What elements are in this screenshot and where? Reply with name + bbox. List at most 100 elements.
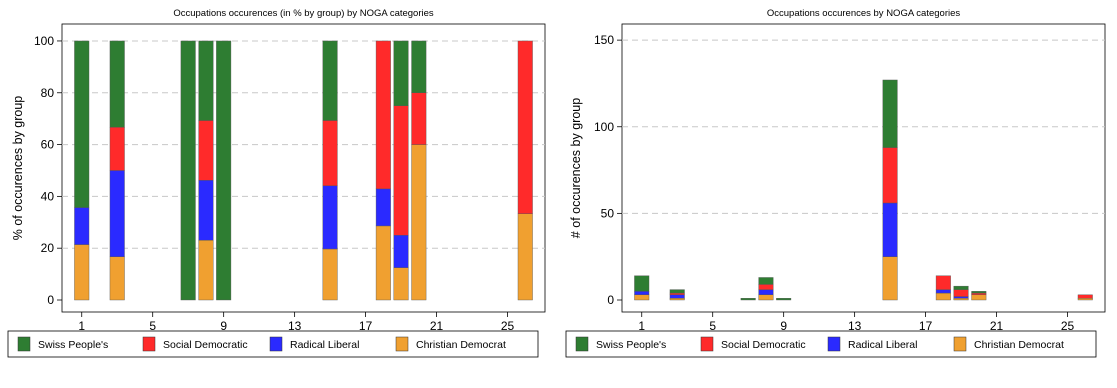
bar-segment xyxy=(971,291,987,294)
bar-segment xyxy=(758,284,774,290)
x-tick-label: 5 xyxy=(709,319,716,333)
bar-segment xyxy=(758,294,774,301)
legend-swatch xyxy=(575,336,589,352)
chart-title: Occupations occurences by NOGA categorie… xyxy=(767,8,961,19)
legend-swatch xyxy=(269,336,283,352)
plot-area xyxy=(621,23,1106,313)
bar-segment xyxy=(74,244,90,301)
y-tick-label: 150 xyxy=(594,33,614,47)
legend-label: Swiss People's xyxy=(38,339,108,351)
x-tick-label: 13 xyxy=(288,319,302,333)
bar-segment xyxy=(198,120,214,181)
y-tick-label: 0 xyxy=(47,293,54,307)
bar-segment xyxy=(109,256,125,301)
x-tick-label: 9 xyxy=(220,319,227,333)
bar-segment xyxy=(669,289,685,294)
bar-segment xyxy=(971,294,987,301)
bar-segment xyxy=(198,40,214,121)
legend-swatch xyxy=(395,336,409,352)
bar-segment xyxy=(216,40,232,301)
legend-swatch xyxy=(700,336,714,352)
legend-label: Radical Liberal xyxy=(290,339,359,351)
legend-swatch xyxy=(827,336,841,352)
bar-segment xyxy=(935,289,951,294)
bar-segment xyxy=(393,235,409,268)
x-tick-label: 21 xyxy=(430,319,444,333)
bar-segment xyxy=(198,239,214,301)
bar-segment xyxy=(882,79,898,148)
bar-segment xyxy=(74,40,90,208)
x-tick-label: 17 xyxy=(919,319,933,333)
bar-segment xyxy=(634,291,650,296)
bar-segment xyxy=(953,298,969,301)
bar-segment xyxy=(411,40,427,93)
y-axis-label: # of occurences by group xyxy=(569,98,583,238)
y-axis-label: % of occurences by group xyxy=(11,96,25,241)
bar-segment xyxy=(669,294,685,299)
bar-segment xyxy=(198,180,214,241)
bar-segment xyxy=(882,147,898,204)
bar-segment xyxy=(393,105,409,236)
legend: Swiss People's Social Democratic Radical L… xyxy=(565,330,1097,358)
legend-label: Social Democratic xyxy=(721,339,806,351)
bar-segment xyxy=(375,40,391,190)
bar-segment xyxy=(375,225,391,301)
bar-segment xyxy=(322,185,338,250)
plot-area xyxy=(61,23,546,313)
y-tick-label: 50 xyxy=(601,206,615,220)
bar-segment xyxy=(669,292,685,296)
bar-segment xyxy=(953,289,969,297)
bar-segment xyxy=(180,40,196,301)
bar-segment xyxy=(1077,298,1093,301)
bar-segment xyxy=(393,267,409,301)
x-tick-label: 5 xyxy=(149,319,156,333)
bar-segment xyxy=(411,92,427,145)
bar-segment xyxy=(322,248,338,301)
x-tick-label: 17 xyxy=(359,319,373,333)
bar-segment xyxy=(411,144,427,301)
legend-label: Christian Democrat xyxy=(974,339,1064,351)
bar-segment xyxy=(882,256,898,301)
bar-segment xyxy=(634,275,650,292)
bar-segment xyxy=(517,213,533,301)
legend-label: Radical Liberal xyxy=(848,339,917,351)
bar-segment xyxy=(776,298,792,301)
legend-label: Social Democratic xyxy=(163,339,248,351)
legend-swatch xyxy=(142,336,156,352)
bar-segment xyxy=(109,40,125,128)
bar-segment xyxy=(1077,294,1093,299)
x-tick-label: 9 xyxy=(780,319,787,333)
bar-segment xyxy=(935,275,951,290)
x-tick-label: 25 xyxy=(1061,319,1075,333)
bar-segment xyxy=(758,289,774,296)
bar-segment xyxy=(375,188,391,227)
bar-segment xyxy=(882,202,898,257)
bar-segment xyxy=(971,292,987,296)
legend-swatch xyxy=(953,336,967,352)
bar-segment xyxy=(322,120,338,186)
bar-segment xyxy=(953,285,969,290)
x-tick-label: 21 xyxy=(990,319,1004,333)
bar-segment xyxy=(634,294,650,301)
bar-segment xyxy=(758,277,774,285)
x-tick-label: 1 xyxy=(638,319,645,333)
legend-label: Swiss People's xyxy=(596,339,666,351)
y-tick-label: 60 xyxy=(41,138,55,152)
y-tick-label: 0 xyxy=(607,293,614,307)
bar-segment xyxy=(393,40,409,106)
chart-title: Occupations occurences (in % by group) b… xyxy=(173,8,434,19)
y-tick-label: 100 xyxy=(594,120,614,134)
bar-segment xyxy=(109,170,125,257)
bar-segment xyxy=(322,40,338,121)
bar-segment xyxy=(517,40,533,214)
bar-segment xyxy=(109,127,125,171)
bar-segment xyxy=(953,296,969,299)
x-tick-label: 25 xyxy=(501,319,515,333)
y-tick-label: 40 xyxy=(41,189,55,203)
y-tick-label: 80 xyxy=(41,86,55,100)
legend-label: Christian Democrat xyxy=(416,339,506,351)
bar-segment xyxy=(74,207,90,245)
y-tick-label: 100 xyxy=(34,34,54,48)
